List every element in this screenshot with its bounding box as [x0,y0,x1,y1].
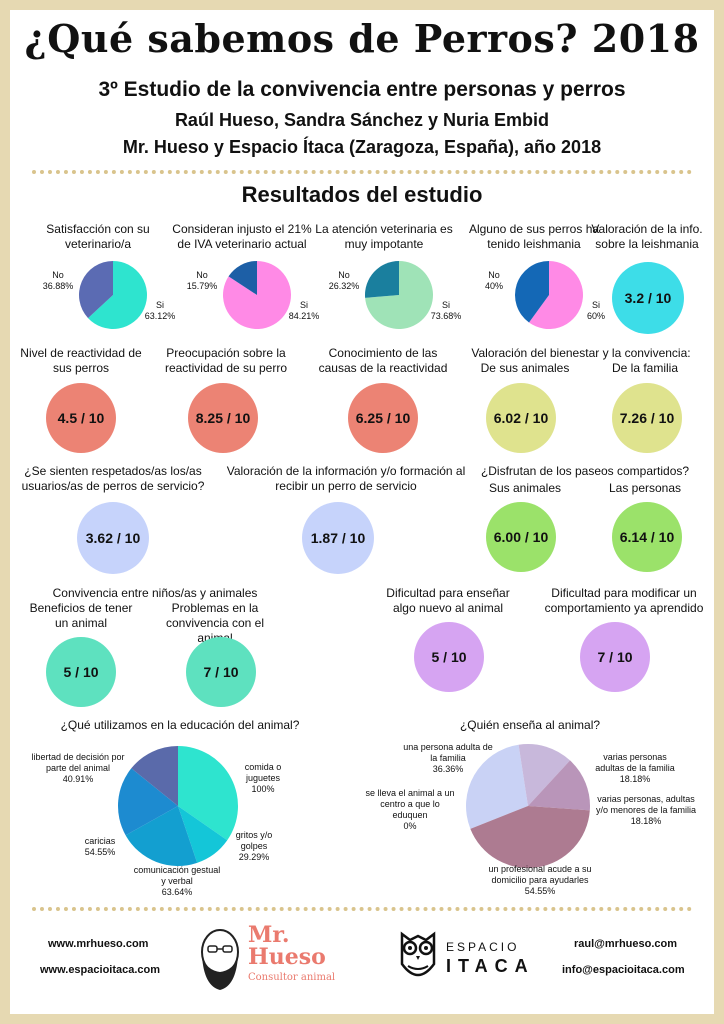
edu-label-pet: caricias 54.55% [84,836,116,857]
yes-no-pie-3 [365,261,433,329]
education-slice-1 [178,746,238,841]
teach-new-score: 5 / 10 [414,622,484,692]
page-subtitle: 3º Estudio de la convivencia entre perso… [98,78,626,101]
walks-title: ¿Disfrutan de los paseos compartidos? [480,464,690,478]
teacher-chart-title: ¿Quién enseña al animal? [459,718,601,732]
edu-label-food: comida o juguetes 100% [244,762,282,794]
reactivity-level-label: Nivel de reactividad de sus perros [20,346,142,375]
pie-no-label: No 36.88% [42,270,74,291]
edu-label-freedom: libertad de decisión por parte del anima… [31,752,125,784]
walks-animals-label: Sus animales [488,481,562,495]
pie-title-1: Satisfacción con su veterinario/a [46,222,150,251]
organization: Mr. Hueso y Espacio Ítaca (Zaragoza, Esp… [122,137,602,157]
section-title: Resultados del estudio [241,182,483,207]
pie-slice-no [79,261,113,319]
teach-modify-score: 7 / 10 [580,622,650,692]
service-respect-label: ¿Se sienten respetados/as los/as usuario… [21,464,205,493]
owl-icon [400,931,436,977]
yes-no-pie-1 [79,261,147,329]
pie-slice-no [365,261,399,298]
espacioitaca-logo-top: ESPACIO [446,940,520,954]
raul-email[interactable]: raul@mrhueso.com [574,938,678,950]
who-label-center: se lleva el animal a un centro a que lo … [365,788,455,831]
service-respect-score: 3.62 / 10 [77,502,149,574]
espacioitaca-logo-bottom: ITACA [446,956,535,976]
walks-animals-score: 6.00 / 10 [486,502,556,572]
teacher-slice-3 [528,760,590,811]
teach-new-label: Dificultad para enseñar algo nuevo al an… [386,586,510,615]
service-info-score: 1.87 / 10 [302,502,374,574]
reactivity-worry-label: Preocupación sobre la reactividad de su … [164,346,288,375]
mrhueso-website[interactable]: www.mrhueso.com [48,938,149,950]
who-label-professional: un profesional acude a su domicilio para… [488,864,592,896]
divider [32,170,692,174]
pie-slice-yes [365,261,433,329]
service-info-label: Valoración de la información y/o formaci… [226,464,466,493]
kids-problems-label: Problemas en la convivencia con el anima… [165,601,265,645]
wellbeing-family-label: De la familia [611,361,679,375]
edu-label-gesture: comunicación gestual y verbal 63.64% [133,865,221,897]
authors: Raúl Hueso, Sandra Sánchez y Nuria Embid [174,110,550,130]
mrhueso-tagline: Consultor animal [248,972,336,983]
education-slice-4 [118,768,178,836]
wellbeing-title: Valoración del bienestar y la convivenci… [471,346,691,360]
walks-people-score: 6.14 / 10 [612,502,682,572]
reactivity-level-score: 4.5 / 10 [46,383,116,453]
pie-slice-no [515,261,549,323]
education-slice-2 [178,806,228,863]
education-slice-5 [131,746,178,806]
reactivity-worry-score: 8.25 / 10 [188,383,258,453]
who-label-several-adults: varias personas adultas de la familia 18.… [595,752,675,784]
yes-no-pie-4 [515,261,583,329]
leish-info-score: 3.2 / 10 [612,262,684,334]
pie-yes-label: Si 73.68% [430,300,462,321]
footer-divider [32,907,692,911]
pie-title-2: Consideran injusto el 21% de IVA veterin… [172,222,312,251]
pie-no-label: No 26.32% [328,270,360,291]
education-slice-3 [125,806,198,866]
who-label-several-mixed: varias personas, adultas y/o menores de … [595,794,697,826]
pie-yes-label: Si 63.12% [144,300,176,321]
bearded-man-icon [201,929,239,990]
pie-slice-no [228,261,257,295]
reactivity-causes-score: 6.25 / 10 [348,383,418,453]
page-title: ¿Qué sabemos de Perros? 2018 [24,16,700,61]
kids-problems-score: 7 / 10 [186,637,256,707]
mrhueso-logo-text: Mr. Hueso [248,922,326,970]
pie-no-label: No 40% [484,270,503,291]
pie-slice-yes [88,261,147,329]
info-email[interactable]: info@espacioitaca.com [562,964,685,976]
teach-modify-label: Dificultad para modificar un comportamie… [544,586,704,615]
kids-benefits-score: 5 / 10 [46,637,116,707]
pie-slice-yes [529,261,583,329]
teacher-slice-2 [518,744,571,806]
education-chart-title: ¿Qué utilizamos en la educación del anim… [60,718,300,732]
pie-yes-label: Si 60% [586,300,605,321]
who-label-one-adult: una persona adulta de la familia 36.36% [403,742,493,774]
pie-title-4: Alguno de sus perros ha tenido leishmani… [468,222,600,251]
espacioitaca-website[interactable]: www.espacioitaca.com [40,964,161,976]
edu-label-shout: gritos y/o golpes 29.29% [235,830,273,862]
wellbeing-animals-label: De sus animales [480,361,570,375]
reactivity-causes-label: Conocimiento de las causas de la reactiv… [318,346,448,375]
pie-no-label: No 15.79% [186,270,218,291]
leish-info-label: Valoración de la info. sobre la leishman… [591,222,703,251]
pie-yes-label: Si 84.21% [288,300,320,321]
teacher-slice-4 [470,806,590,868]
wellbeing-family-score: 7.26 / 10 [612,383,682,453]
pie-title-3: La atención veterinaria es muy impotante [315,222,453,251]
kids-benefits-label: Beneficios de tener un animal [29,601,133,630]
walks-people-label: Las personas [608,481,682,495]
teacher-slice-1 [466,744,528,829]
kids-title: Convivencia entre niños/as y animales [52,586,258,600]
yes-no-pie-2 [223,261,291,329]
wellbeing-animals-score: 6.02 / 10 [486,383,556,453]
